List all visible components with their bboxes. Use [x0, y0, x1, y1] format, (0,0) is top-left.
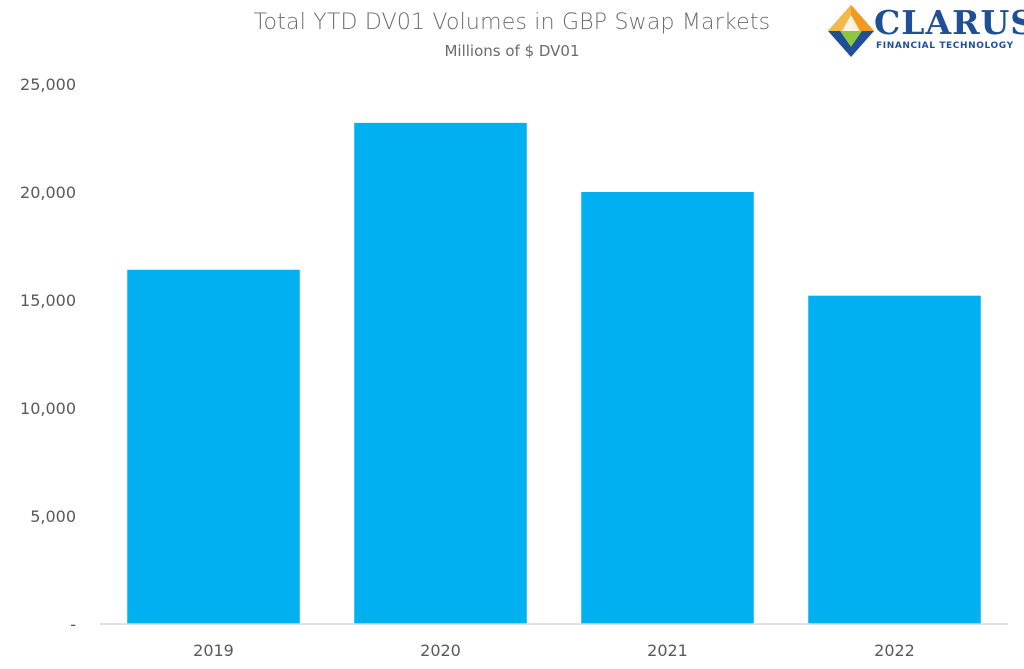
- y-tick-label: 20,000: [20, 183, 76, 202]
- y-tick-label: 15,000: [20, 291, 76, 310]
- bar-2022: [808, 295, 981, 624]
- logo-wordmark: CLARUS: [874, 3, 1024, 42]
- chart-title: Total YTD DV01 Volumes in GBP Swap Marke…: [253, 10, 771, 35]
- bar-2020: [354, 122, 527, 624]
- y-tick-label: 5,000: [30, 507, 76, 526]
- company-logo: CLARUS FINANCIAL TECHNOLOGY: [826, 3, 1024, 59]
- y-tick-label: -: [70, 615, 76, 634]
- bar-2019: [127, 269, 300, 624]
- bar-2021: [581, 192, 754, 624]
- chart-subtitle: Millions of $ DV01: [444, 42, 580, 60]
- y-tick-label: 25,000: [20, 75, 76, 94]
- x-tick-label: 2020: [420, 641, 461, 660]
- x-tick-label: 2022: [874, 641, 915, 660]
- y-tick-label: 10,000: [20, 399, 76, 418]
- logo-tagline: FINANCIAL TECHNOLOGY: [876, 41, 1014, 51]
- x-tick-label: 2019: [193, 641, 234, 660]
- x-tick-label: 2021: [647, 641, 688, 660]
- clarus-diamond-icon: [828, 5, 874, 57]
